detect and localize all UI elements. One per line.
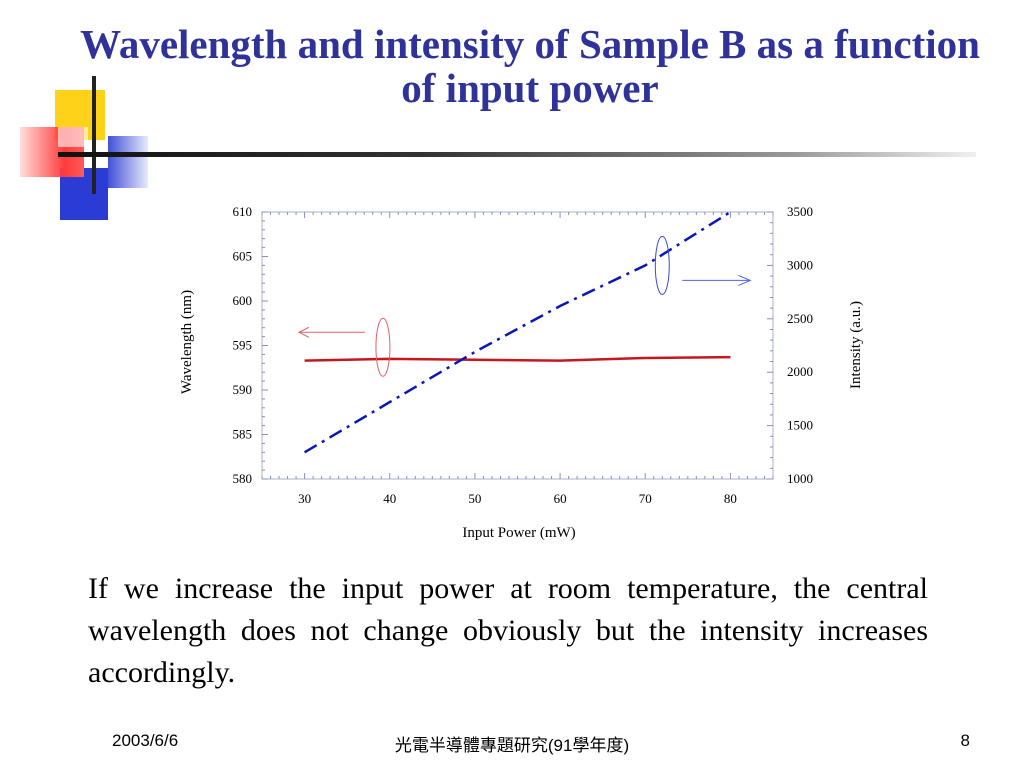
arrow-left-head xyxy=(297,326,310,338)
y-tick-label: 580 xyxy=(233,471,253,486)
x-tick-label: 50 xyxy=(468,491,481,506)
x-axis-label: Input Power (mW) xyxy=(462,525,575,541)
y-tick-label: 585 xyxy=(233,427,253,442)
y-tick-label: 610 xyxy=(233,204,253,219)
slide-title: Wavelength and intensity of Sample B as … xyxy=(80,21,980,111)
x-tick-label: 80 xyxy=(724,491,737,506)
footer-page-number: 8 xyxy=(960,731,970,750)
wavelength-ellipse xyxy=(375,317,391,377)
y2-tick-label: 2000 xyxy=(787,364,813,379)
decor-highlight xyxy=(58,127,88,147)
footer-course: 光電半導體專題研究(91學年度) xyxy=(394,736,630,755)
x-tick-label: 30 xyxy=(298,491,311,506)
footer-date: 2003/6/6 xyxy=(112,731,179,750)
y-axis-label: Wavelength (nm) xyxy=(179,290,195,394)
chart-series xyxy=(303,210,732,454)
y2-tick-label: 3000 xyxy=(787,257,813,272)
decor-blue-square-small xyxy=(108,136,148,188)
body-paragraph: If we increase the input power at room t… xyxy=(88,572,928,689)
chart-annotations xyxy=(297,235,752,377)
series-line-wavelength xyxy=(304,355,731,362)
title-underline xyxy=(58,152,976,157)
x-tick-label: 40 xyxy=(383,491,396,506)
axis-ticks: 30 40 50 60 70 80 580 585 590 595 600 605 610 1000 150… xyxy=(233,204,814,506)
y2-tick-label: 2500 xyxy=(787,311,813,326)
series-line-intensity xyxy=(303,210,732,454)
x-tick-label: 70 xyxy=(639,491,652,506)
y-tick-label: 600 xyxy=(233,293,253,308)
plot-frame xyxy=(261,211,774,480)
intensity-ellipse xyxy=(654,235,670,295)
y-tick-label: 590 xyxy=(233,382,253,397)
y-tick-label: 605 xyxy=(233,249,253,264)
y-tick-label: 595 xyxy=(233,338,253,353)
plot-area xyxy=(261,211,774,480)
y2-axis-label: Intensity (a.u.) xyxy=(848,301,864,389)
arrow-right-head xyxy=(738,274,752,286)
x-tick-label: 60 xyxy=(554,491,567,506)
y2-tick-label: 1000 xyxy=(787,471,813,486)
y2-tick-label: 3500 xyxy=(787,204,813,219)
y2-tick-label: 1500 xyxy=(787,418,813,433)
decor-vertical-line xyxy=(92,76,96,194)
